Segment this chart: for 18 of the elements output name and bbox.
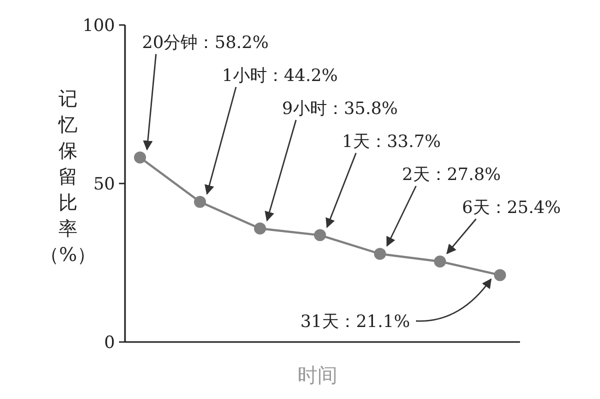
x-axis-title: 时间 — [298, 363, 338, 387]
point — [494, 269, 506, 282]
point — [314, 229, 326, 242]
data-label: 1天：33.7% — [342, 132, 441, 152]
data-label: 9小时：35.8% — [282, 99, 398, 119]
y-tick-label: 0 — [104, 333, 115, 353]
point — [254, 222, 266, 235]
point — [194, 196, 206, 208]
data-label: 1小时：44.2% — [222, 66, 338, 86]
data-label: 2天：27.8% — [402, 165, 501, 185]
point — [374, 248, 386, 260]
y-tick-label: 50 — [93, 174, 115, 194]
point — [434, 255, 446, 268]
data-label: 31天：21.1% — [300, 312, 410, 332]
point — [134, 152, 146, 164]
y-tick-label: 100 — [82, 16, 115, 36]
data-label: 6天：25.4% — [462, 198, 561, 218]
data-label: 20分钟：58.2% — [142, 33, 269, 53]
